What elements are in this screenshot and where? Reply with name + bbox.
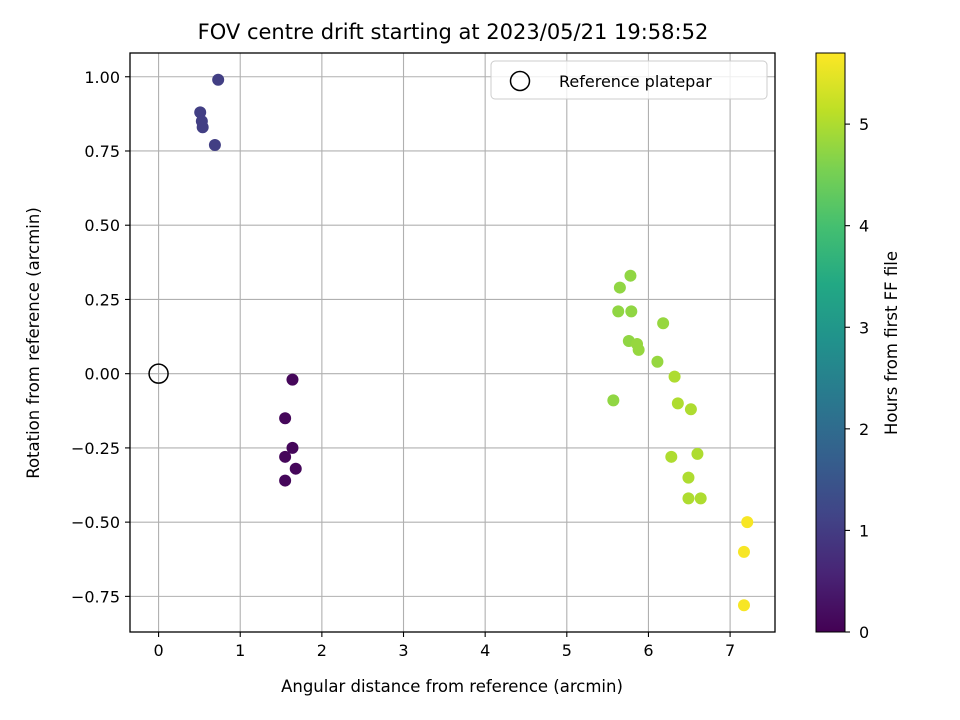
data-point [691, 447, 704, 460]
x-tick-label: 3 [398, 641, 408, 660]
y-tick-label: 0.00 [84, 365, 120, 384]
data-point [737, 545, 750, 558]
data-point [279, 412, 292, 425]
y-axis-ticks: 1.00 0.75 0.50 0.25 0.00 −0.25 −0.50 −0.75 [71, 68, 130, 606]
colorbar-tick-label: 1 [859, 521, 869, 540]
x-tick-label: 5 [562, 641, 572, 660]
y-tick-label: 0.75 [84, 142, 120, 161]
y-tick-label: 1.00 [84, 68, 120, 87]
data-point [279, 474, 292, 487]
legend-box [490, 60, 768, 100]
data-point [684, 403, 697, 416]
colorbar-tick-label: 3 [859, 318, 869, 337]
chart-title: FOV centre drift starting at 2023/05/21 … [198, 20, 709, 44]
data-point [286, 441, 299, 454]
data-point [682, 471, 695, 484]
data-point [741, 516, 754, 529]
legend-label: Reference platepar [559, 72, 712, 91]
legend: Reference platepar [490, 60, 768, 100]
data-points [194, 73, 754, 612]
colorbar-tick-label: 4 [859, 217, 869, 236]
colorbar-label: Hours from first FF file [882, 251, 901, 435]
data-point [212, 73, 225, 86]
data-point [286, 373, 299, 386]
data-point [632, 343, 645, 356]
reference-point-marker [148, 363, 169, 384]
colorbar-ticks: 0 1 2 3 4 5 [845, 115, 869, 642]
x-tick-label: 4 [480, 641, 490, 660]
data-point [289, 462, 302, 475]
data-point [196, 121, 209, 134]
data-point [624, 269, 637, 282]
colorbar-tick-label: 5 [859, 115, 869, 134]
data-point [208, 139, 221, 152]
x-axis-label: Angular distance from reference (arcmin) [281, 677, 623, 696]
data-point [279, 450, 292, 463]
data-point [612, 305, 625, 318]
y-tick-label: −0.75 [71, 587, 120, 606]
data-point [694, 492, 707, 505]
data-point [671, 397, 684, 410]
data-point [625, 305, 638, 318]
x-tick-label: 1 [235, 641, 245, 660]
data-point [194, 106, 207, 119]
colorbar: 0 1 2 3 4 5 Hours from first FF file [815, 52, 901, 642]
plot-frame [129, 52, 776, 633]
y-tick-label: −0.50 [71, 513, 120, 532]
data-point [668, 370, 681, 383]
colorbar-gradient [815, 52, 846, 633]
x-tick-label: 0 [153, 641, 163, 660]
y-tick-label: 0.50 [84, 216, 120, 235]
data-point [657, 317, 670, 330]
data-point [651, 355, 664, 368]
y-axis-label: Rotation from reference (arcmin) [24, 207, 43, 479]
x-tick-label: 7 [725, 641, 735, 660]
grid-lines [130, 53, 775, 632]
legend-marker [509, 70, 531, 92]
data-point [607, 394, 620, 407]
x-tick-label: 2 [317, 641, 327, 660]
data-point [665, 450, 678, 463]
data-point [737, 599, 750, 612]
y-tick-label: −0.25 [71, 439, 120, 458]
data-point [682, 492, 695, 505]
colorbar-tick-label: 2 [859, 420, 869, 439]
y-tick-label: 0.25 [84, 290, 120, 309]
x-axis-ticks: 0 1 2 3 4 5 6 7 [153, 632, 735, 660]
data-point [613, 281, 626, 294]
x-tick-label: 6 [643, 641, 653, 660]
colorbar-tick-label: 0 [859, 623, 869, 642]
